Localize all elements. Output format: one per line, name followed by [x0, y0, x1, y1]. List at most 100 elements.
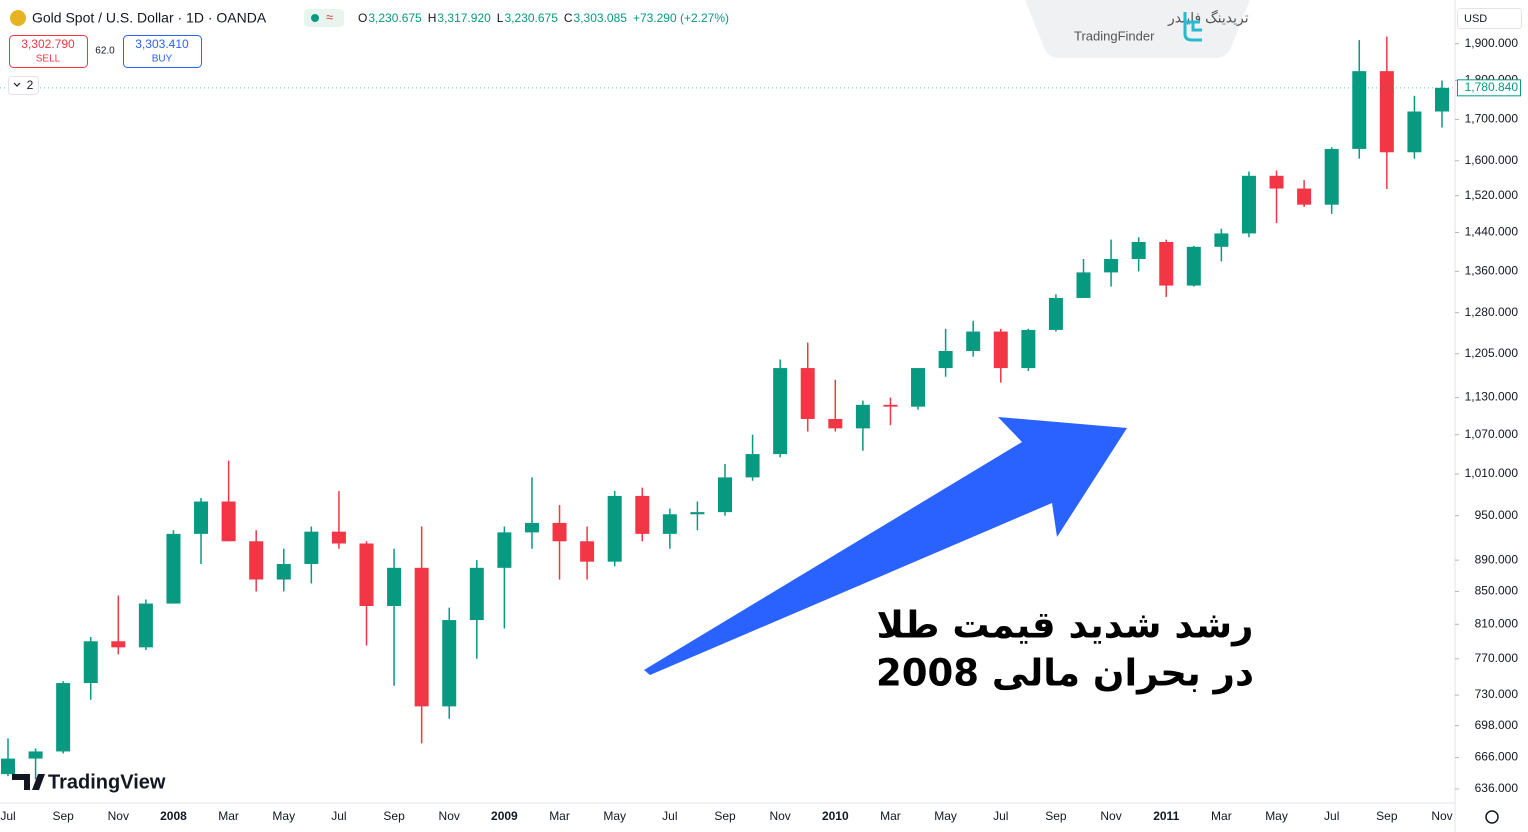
candle-body: [1379, 71, 1394, 153]
sell-button[interactable]: [9, 35, 88, 68]
ohlc: O 3,230.675 H 3,317.920 L 3,230.675 C 3,303.085: [358, 11, 627, 25]
candle-body: [800, 368, 815, 419]
x-tick-label: Jul: [1324, 809, 1339, 823]
candle-body: [662, 514, 677, 534]
indicators-toggle[interactable]: [8, 76, 39, 95]
spread: 62.0: [95, 46, 115, 57]
settings-icon[interactable]: [1485, 810, 1499, 824]
trend-arrow: [644, 417, 1127, 675]
candle-body: [966, 331, 981, 351]
candle-body: [1021, 329, 1036, 369]
candle-body: [745, 454, 760, 478]
y-tick-label: 1,900.000: [1465, 36, 1519, 50]
watermark-text: TradingView: [48, 771, 166, 793]
candle-body: [442, 620, 457, 707]
x-tick-label: Mar: [880, 809, 901, 823]
candle-body: [1186, 246, 1201, 286]
candle-body: [497, 532, 512, 568]
x-tick-label: 2009: [491, 809, 518, 823]
symbol-title: Gold Spot / U.S. Dollar · 1D · OANDA: [32, 10, 267, 26]
x-tick-label: May: [934, 809, 957, 823]
candle-body: [607, 495, 622, 562]
candle-body: [1048, 297, 1063, 330]
candle-body: [28, 751, 43, 759]
status-badge: [304, 9, 344, 27]
watermark: TradingView: [12, 771, 166, 793]
x-tick-label: Nov: [439, 809, 460, 823]
candle-body: [883, 404, 898, 407]
logo-fa: تریدینگ فایندر: [1167, 10, 1249, 27]
y-tick-label: 1,440.000: [1465, 225, 1519, 239]
last-price-label: 1,780.840: [1465, 80, 1519, 94]
sell-label: SELL: [36, 54, 61, 65]
last-price-box: [1457, 79, 1521, 97]
candle-body: [1435, 87, 1449, 112]
y-tick-label: 890.000: [1475, 552, 1519, 566]
y-tick-label: 1,070.000: [1465, 427, 1519, 441]
candle-body: [855, 404, 870, 429]
indicators-count: 2: [27, 78, 34, 92]
candle-body: [1, 758, 15, 775]
x-tick-label: Nov: [1431, 809, 1452, 823]
x-tick-label: 2008: [160, 809, 187, 823]
x-tick-label: 2010: [822, 809, 849, 823]
candle-body: [773, 368, 788, 455]
candle-body: [56, 683, 71, 752]
candle-body: [938, 350, 953, 369]
candle-body: [387, 567, 402, 607]
sell-price: 3,302.790: [21, 37, 75, 51]
candle-body: [1076, 272, 1091, 298]
candle-body: [138, 603, 153, 648]
currency-button[interactable]: [1457, 8, 1522, 29]
watermark-icon: [12, 774, 45, 790]
candle-body: [83, 641, 98, 684]
candle-body: [635, 495, 650, 534]
chevron: [13, 82, 21, 87]
candle-body: [249, 541, 264, 580]
status-icon: ≈: [326, 9, 333, 24]
x-tick-label: Sep: [714, 809, 736, 823]
ohlc-key: O: [358, 11, 367, 25]
ohlc-value: 3,303.085: [574, 11, 628, 25]
axes: 636.000 666.000 698.000 730.000 770.000 810.0…: [0, 36, 1521, 823]
buy-button[interactable]: [123, 35, 202, 68]
y-tick-label: 1,700.000: [1465, 112, 1519, 126]
candle-body: [111, 641, 126, 648]
x-tick-label: Mar: [549, 809, 570, 823]
x-tick-label: May: [272, 809, 295, 823]
x-tick-label: Sep: [1045, 809, 1067, 823]
y-tick-label: 1,520.000: [1465, 188, 1519, 202]
candle-body: [166, 533, 181, 604]
y-tick-label: 636.000: [1475, 781, 1519, 795]
buy-price: 3,303.410: [135, 37, 189, 51]
y-tick-label: 770.000: [1475, 651, 1519, 665]
x-tick-label: Jul: [662, 809, 677, 823]
status-dot: [311, 14, 319, 22]
candles: [1, 36, 1449, 780]
candle-body: [359, 543, 374, 607]
x-tick-label: 2011: [1153, 809, 1179, 823]
y-tick-label: 1,360.000: [1465, 264, 1519, 278]
candle-body: [1159, 242, 1174, 286]
y-tick-label: 698.000: [1475, 718, 1519, 732]
y-tick-label: 1,280.000: [1465, 305, 1519, 319]
candle-body: [828, 418, 843, 429]
candle-body: [1324, 148, 1339, 205]
candle-body: [276, 563, 291, 580]
y-tick-label: 1,600.000: [1465, 153, 1519, 167]
header: Gold Spot / U.S. Dollar · 1D · OANDA ≈ O…: [8, 8, 1522, 95]
x-tick-label: Jul: [0, 809, 15, 823]
candle-body: [1407, 111, 1422, 153]
x-tick-label: Nov: [108, 809, 129, 823]
x-tick-label: Sep: [383, 809, 405, 823]
candle-body: [221, 501, 236, 542]
candle-body: [1269, 175, 1284, 189]
x-tick-label: Nov: [769, 809, 790, 823]
x-tick-label: Mar: [1211, 809, 1232, 823]
ohlc-key: L: [497, 11, 504, 25]
ohlc-value: 3,230.675: [368, 11, 422, 25]
candle-body: [469, 567, 484, 621]
y-tick-label: 666.000: [1475, 750, 1519, 764]
candle-body: [1104, 259, 1119, 273]
candle-body: [718, 477, 732, 513]
